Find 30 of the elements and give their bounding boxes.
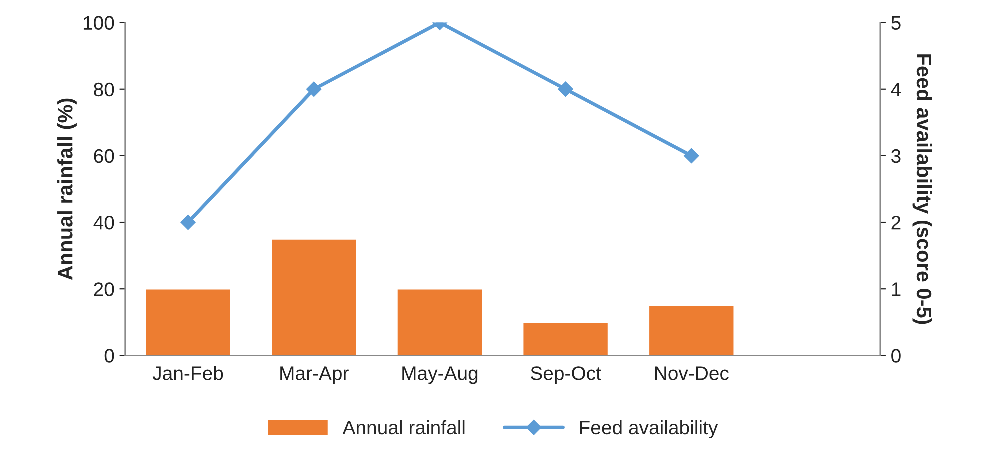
bar [648, 305, 736, 356]
y-axis-title: Annual rainfall (%) [58, 98, 77, 280]
y2-tick-label: 1 [892, 282, 901, 296]
point [684, 148, 700, 164]
bar [144, 288, 232, 356]
y2-tick-label: 5 [892, 16, 901, 30]
y2-tick-label: 4 [891, 83, 902, 96]
y-tick-label: 100 [84, 16, 114, 30]
x-tick-label: Jan-Feb [152, 366, 224, 380]
legend-label: Feed availability [580, 420, 718, 438]
x-tick-label: Nov-Dec [655, 366, 729, 380]
x-tick-label: Mar-Apr [280, 366, 349, 384]
x-tick-label: May-Aug [402, 366, 478, 384]
bar [522, 322, 610, 356]
y-tick-label: 80 [94, 82, 114, 97]
y-tick-label: 0 [104, 349, 114, 363]
point [558, 82, 574, 97]
y-tick-label: 60 [94, 149, 114, 164]
y-tick-label: 40 [94, 216, 114, 230]
y2-tick-label: 0 [892, 349, 901, 363]
point [306, 82, 322, 97]
y-tick-label: 20 [94, 282, 114, 296]
y2-tick-label: 3 [892, 149, 901, 164]
y2-tick-label: 2 [892, 216, 901, 230]
bar [270, 238, 358, 356]
legend-label: Annual rainfall [342, 420, 465, 435]
bar [396, 288, 484, 356]
x-tick-label: Sep-Oct [531, 366, 602, 384]
y2-axis-title: Feed availability (score 0-5) [912, 54, 932, 324]
point [180, 214, 196, 230]
